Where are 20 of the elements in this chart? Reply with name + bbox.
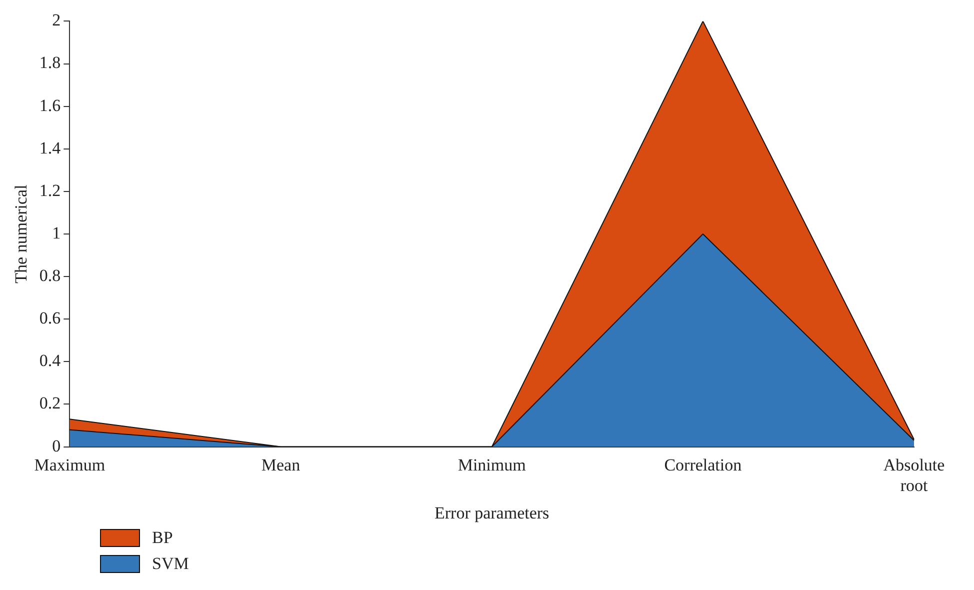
y-tick-label: 1.2 (39, 180, 61, 200)
y-tick-label: 1.8 (39, 53, 61, 72)
y-tick-label: 1 (52, 223, 61, 242)
y-tick-label: 2 (52, 10, 61, 30)
y-tick-label: 1.4 (39, 138, 62, 158)
y-tick-label: 0 (52, 436, 61, 456)
y-tick-label: 0.4 (39, 351, 62, 370)
x-tick-label: Maximum (34, 455, 106, 474)
x-tick-label: Absolute root (883, 455, 945, 495)
y-tick-label: 0.8 (39, 266, 61, 286)
y-tick-label: 1.6 (39, 96, 61, 115)
x-axis-title: Error parameters (434, 503, 550, 522)
x-tick-label: Minimum (458, 455, 526, 474)
y-tick-label: 0.2 (39, 394, 61, 413)
legend-label: SVM (152, 554, 189, 574)
x-tick-label: Mean (261, 455, 301, 474)
x-tick-label: Correlation (664, 455, 742, 474)
y-axis-title: The numerical (12, 184, 31, 284)
y-tick-label: 0.6 (39, 308, 61, 328)
legend-label: BP (152, 528, 173, 548)
